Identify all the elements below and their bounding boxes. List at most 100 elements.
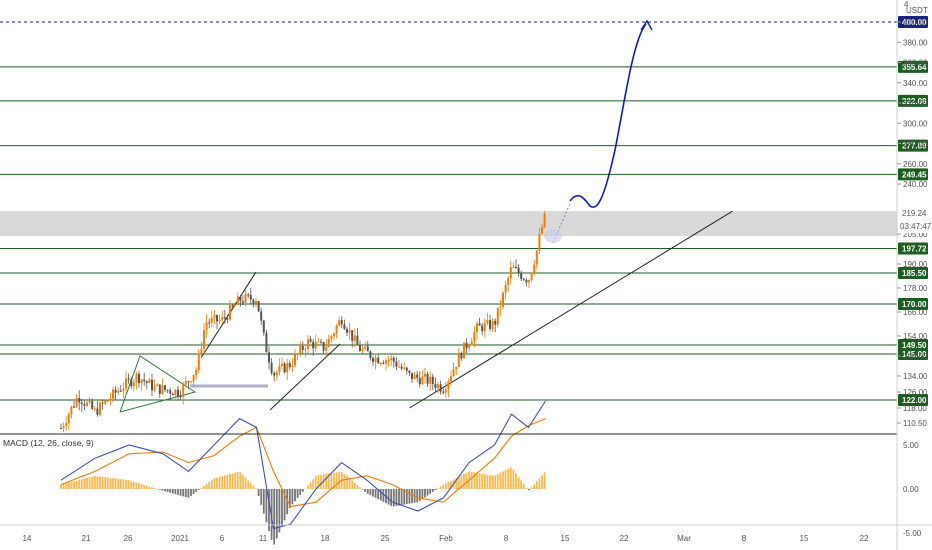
level-label: 149.50 — [902, 341, 927, 350]
candle-body — [431, 376, 434, 384]
macd-histogram-bar — [496, 474, 499, 489]
macd-histogram-bar — [275, 489, 278, 539]
macd-histogram-bar — [208, 482, 211, 489]
macd-histogram-bar — [379, 489, 382, 501]
candle-body — [236, 296, 239, 305]
macd-histogram-bar — [70, 481, 73, 489]
macd-histogram-bar — [515, 473, 517, 489]
macd-histogram-bar — [387, 489, 390, 505]
time-tick-label: 22 — [620, 534, 629, 543]
price-tick-label: 190.00 — [903, 260, 928, 269]
macd-histogram-bar — [75, 480, 78, 489]
candle-body — [106, 400, 109, 402]
candle-body — [221, 317, 224, 320]
macd-histogram-bar — [291, 489, 294, 505]
macd-histogram-bar — [335, 472, 338, 489]
candle-body — [403, 367, 406, 369]
price-tick-label: 118.00 — [903, 404, 927, 413]
macd-histogram-bar — [486, 474, 489, 489]
time-tick-label: 6 — [220, 534, 225, 543]
macd-histogram-bar — [210, 480, 213, 489]
level-label: 122.00 — [902, 396, 927, 405]
macd-histogram-bar — [517, 476, 520, 489]
macd-histogram-bar — [369, 489, 372, 496]
macd-histogram-bar — [226, 474, 229, 489]
macd-histogram-bar — [512, 469, 515, 489]
time-tick-label: 14 — [23, 534, 32, 543]
macd-histogram-bar — [299, 489, 302, 495]
macd-histogram-bar — [104, 477, 107, 489]
candle-body — [525, 279, 528, 283]
candle-body — [520, 273, 523, 280]
candle-body — [119, 390, 122, 392]
candle-body — [348, 330, 351, 333]
level-label-bg — [898, 348, 928, 360]
level-label: 197.72 — [902, 245, 927, 254]
candle-body — [382, 362, 385, 364]
level-label-bg — [898, 16, 928, 28]
price-tick-label: 400.00 — [903, 18, 928, 27]
projection-arrowhead — [640, 19, 653, 31]
candle-body — [320, 341, 322, 343]
candle-body — [127, 378, 130, 380]
time-tick-label: Feb — [439, 534, 453, 543]
candle-body — [273, 372, 276, 376]
macd-histogram-bar — [421, 489, 424, 500]
candle-body — [366, 346, 369, 352]
macd-histogram-bar — [455, 478, 458, 489]
macd-histogram-bar — [418, 489, 421, 501]
macd-histogram-bar — [463, 473, 465, 489]
scale-badge: 4 — [904, 0, 909, 9]
current-price-label: 219.24 — [902, 209, 927, 218]
macd-histogram-bar — [333, 472, 335, 489]
level-label: 249.45 — [902, 170, 927, 179]
macd-histogram-bar — [138, 483, 140, 489]
macd-signal-line — [60, 418, 546, 508]
macd-histogram-bar — [60, 484, 62, 489]
time-tick-label: 15 — [800, 534, 809, 543]
macd-histogram-bar — [473, 472, 476, 489]
candle-body — [125, 378, 127, 389]
level-label-bg — [898, 298, 928, 310]
macd-histogram-bar — [109, 477, 112, 489]
macd-histogram-bar — [151, 487, 153, 489]
candle-body — [340, 320, 343, 325]
candle-body — [515, 267, 517, 269]
macd-histogram-bar — [405, 489, 408, 505]
macd-histogram-bar — [372, 489, 374, 497]
candle-body — [291, 365, 294, 368]
time-tick-label: 25 — [381, 534, 390, 543]
macd-histogram-bar — [538, 478, 541, 489]
candle-body — [210, 317, 213, 323]
macd-histogram-bar — [301, 489, 304, 492]
macd-histogram-bar — [101, 476, 104, 489]
candle-body — [478, 323, 481, 326]
price-highlight-marker — [544, 229, 562, 243]
macd-histogram-bar — [260, 489, 263, 505]
candle-body — [353, 335, 356, 341]
candle-body — [112, 389, 114, 399]
candle-body — [304, 349, 307, 351]
candle-body — [91, 401, 94, 409]
candle-body — [104, 400, 107, 404]
time-tick-label: 8 — [742, 534, 747, 543]
candle-body — [294, 354, 296, 366]
macd-histogram-bar — [112, 478, 114, 489]
price-tick-label: 134.00 — [903, 372, 928, 381]
candle-body — [140, 379, 143, 383]
candle-body — [379, 362, 382, 364]
macd-histogram-bar — [327, 473, 330, 489]
macd-histogram-bar — [398, 489, 400, 506]
macd-histogram-bar — [91, 476, 94, 489]
candle-body — [299, 345, 302, 354]
macd-histogram-bar — [88, 477, 91, 489]
macd-histogram-bar — [218, 476, 221, 489]
price-tick-label: 340.00 — [903, 79, 928, 88]
candle-body — [205, 322, 208, 331]
macd-histogram-bar — [223, 475, 226, 489]
macd-histogram-bar — [296, 489, 299, 499]
macd-histogram-bar — [187, 489, 190, 498]
macd-histogram-bar — [481, 473, 484, 489]
candle-body — [442, 391, 445, 393]
